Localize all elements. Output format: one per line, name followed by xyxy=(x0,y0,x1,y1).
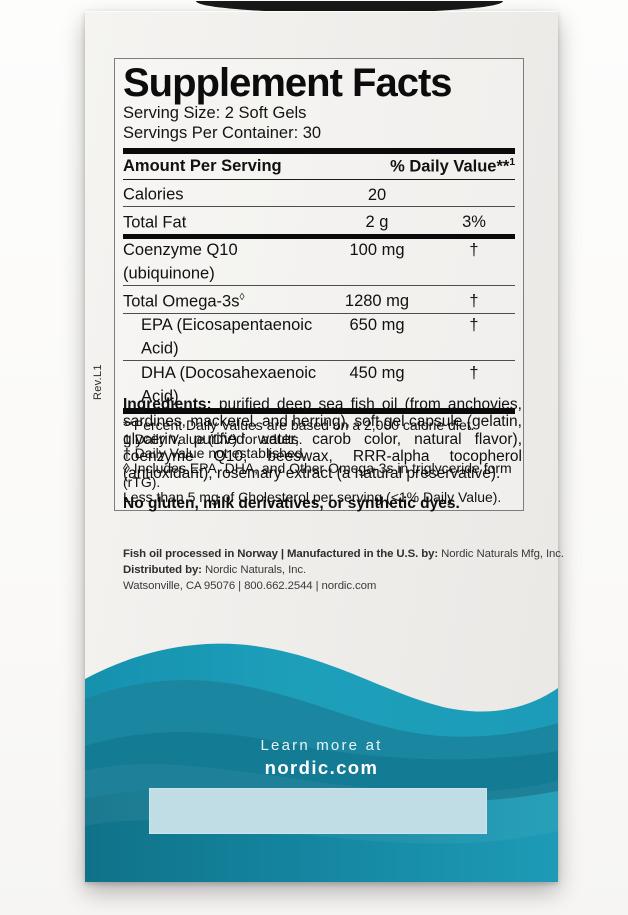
nutrient-dv: † xyxy=(469,241,479,259)
nutrient-name: Calories xyxy=(123,185,184,204)
website-text: nordic.com xyxy=(264,757,379,778)
ingredients-text: Ingredients: purified deep sea fish oil … xyxy=(123,396,522,483)
daily-value-header: % Daily Value**1 xyxy=(390,157,515,176)
nutrient-dv: † xyxy=(469,292,479,310)
light-blue-panel xyxy=(149,788,487,834)
thin-rule xyxy=(123,285,515,286)
footnotes-block: **Percent Daily Values are based on a 2,… xyxy=(123,414,515,504)
lower-text-block: Ingredients: purified deep sea fish oil … xyxy=(123,396,564,594)
manufacturer-line3: Watsonville, CA 95076 | 800.662.2544 | n… xyxy=(123,580,377,593)
table-header-row: Amount Per Serving % Daily Value**1 xyxy=(123,154,515,180)
footnote-line: ◊ Includes EPA, DHA, and Other Omega-3s … xyxy=(123,459,512,491)
nutrient-amount: 1280 mg xyxy=(344,292,410,310)
footnote-line: † Daily Value not established. xyxy=(123,445,307,462)
nutrient-name: EPA (Eicosapentaenoic Acid) xyxy=(141,316,313,358)
nutrient-row-coq10: Coenzyme Q10 (ubiquinone) 100 mg † xyxy=(123,239,515,286)
thick-rule xyxy=(123,407,515,414)
nutrient-amount: 450 mg xyxy=(349,363,405,382)
supplement-box-back-panel: Supplement Facts Serving Size: 2 Soft Ge… xyxy=(85,11,564,882)
nutrient-name: DHA (Docosahexaenoic Acid) xyxy=(141,363,317,406)
footnote-line: 1 Daily Value (DV) for adults. xyxy=(123,430,303,447)
amount-per-serving-header: Amount Per Serving xyxy=(123,157,282,175)
nutrient-dv: † xyxy=(469,363,479,382)
allergen-statement: No gluten, milk derivatives, or syntheti… xyxy=(123,495,460,513)
nutrient-row-calories: Calories 20 xyxy=(123,180,515,207)
nutrient-name: Coenzyme Q10 (ubiquinone) xyxy=(123,241,238,283)
thin-rule xyxy=(123,360,515,361)
learn-more-text: Learn more at xyxy=(260,737,383,754)
nutrient-row-epa: EPA (Eicosapentaenoic Acid) 650 mg † xyxy=(123,314,515,361)
revision-code: Rev.L1 xyxy=(92,364,104,400)
footer-text: Learn more at nordic.com xyxy=(85,736,558,779)
nutrient-name: Total Omega-3s◊ xyxy=(123,291,245,311)
nutrient-dv: † xyxy=(469,316,479,334)
manufacturer-line2: Distributed by: Nordic Naturals, Inc. xyxy=(123,564,307,577)
nutrient-row-omega3: Total Omega-3s◊ 1280 mg † xyxy=(123,286,515,313)
footnote-line: Less than 5 mg of Cholesterol per servin… xyxy=(123,488,502,505)
nutrient-dv: 3% xyxy=(462,213,486,231)
thick-rule xyxy=(123,233,515,239)
manufacturer-line1: Fish oil processed in Norway | Manufactu… xyxy=(123,548,564,561)
footnote-line: **Percent Daily Values are based on a 2,… xyxy=(123,416,475,433)
nutrient-row-total-fat: Total Fat 2 g 3% xyxy=(123,207,515,234)
ingredients-label: Ingredients: xyxy=(123,396,212,413)
panel-title: Supplement Facts xyxy=(123,61,453,105)
supplement-facts-panel: Supplement Facts Serving Size: 2 Soft Ge… xyxy=(114,58,524,511)
manufacturer-info: Fish oil processed in Norway | Manufactu… xyxy=(123,546,564,594)
box-top-opening xyxy=(196,1,503,13)
nutrient-row-dha: DHA (Docosahexaenoic Acid) 450 mg † xyxy=(123,361,515,408)
servings-per-container: Servings Per Container: 30 xyxy=(123,123,322,142)
nutrient-amount: 650 mg xyxy=(349,316,405,334)
thin-rule xyxy=(123,312,515,314)
serving-size: Serving Size: 2 Soft Gels xyxy=(123,104,307,122)
thick-rule xyxy=(123,148,515,154)
nutrient-amount: 2 g xyxy=(365,213,389,231)
thin-rule xyxy=(123,206,515,207)
nutrient-name: Total Fat xyxy=(123,213,187,231)
nutrient-amount: 100 mg xyxy=(349,241,405,259)
nutrient-amount: 20 xyxy=(367,185,387,204)
